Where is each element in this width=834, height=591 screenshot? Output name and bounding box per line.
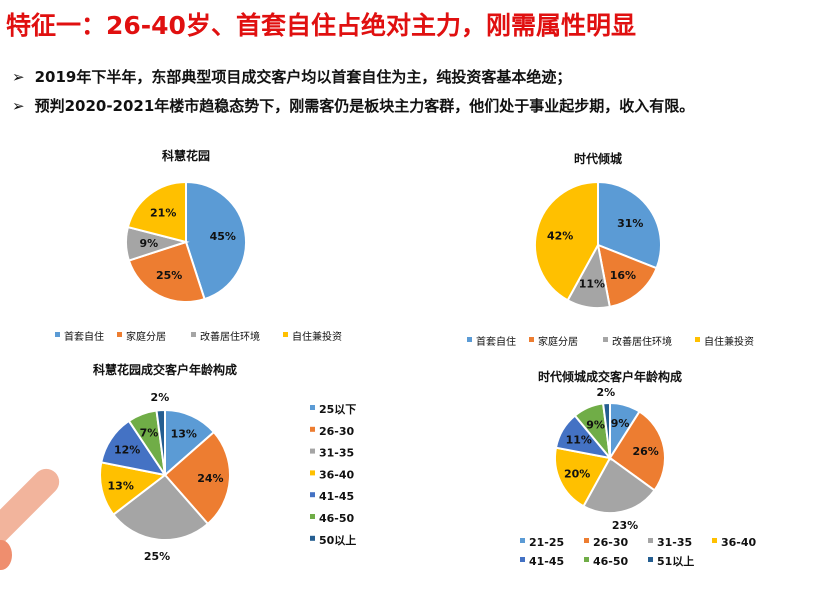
legend-swatch: [695, 337, 700, 342]
legend-swatch: [310, 405, 315, 410]
pie-slice-家庭分居: [596, 243, 658, 309]
legend-label: 51以上: [657, 554, 694, 568]
legend-label: 首套自住: [476, 335, 516, 348]
legend-swatch: [712, 538, 717, 543]
legend-label: 36-40: [721, 536, 757, 549]
data-label: 25%: [144, 550, 170, 563]
legend-swatch: [117, 332, 122, 337]
legend-label: 46-50: [319, 512, 355, 525]
legend-label: 50以上: [319, 533, 356, 547]
legend-swatch: [520, 538, 525, 543]
legend-swatch: [603, 337, 608, 342]
data-label: 9%: [611, 417, 630, 430]
legend-label: 21-25: [529, 536, 564, 549]
legend-swatch: [648, 557, 653, 562]
legend-swatch: [55, 332, 60, 337]
legend-swatch: [584, 538, 589, 543]
legend-swatch: [191, 332, 196, 337]
data-label: 31%: [617, 217, 643, 230]
bullet-1: ➢ 2019年下半年，东部典型项目成交客户均以首套自住为主，纯投资客基本绝迹；: [12, 66, 571, 87]
data-label: 26%: [632, 445, 658, 458]
legend-swatch: [310, 470, 315, 476]
data-label: 7%: [140, 426, 159, 439]
bullet-2: ➢ 预判2020-2021年楼市趋稳态势下，刚需客仍是板块主力客群，他们处于事业起…: [12, 95, 694, 116]
pie-slice-50以上: [155, 408, 166, 476]
legend-label: 家庭分居: [538, 335, 578, 348]
pie-slice-36-40: [554, 446, 612, 508]
pie-slice-26-30: [163, 430, 231, 526]
legend-label: 36-40: [319, 468, 355, 481]
pie-slice-首套自住: [597, 180, 662, 270]
data-label: 9%: [586, 419, 605, 432]
legend-label: 26-30: [319, 425, 355, 438]
legend-swatch: [529, 337, 534, 342]
data-label: 23%: [612, 519, 638, 532]
chart-title: 科慧花园成交客户年龄构成: [93, 362, 237, 377]
data-label: 2%: [151, 391, 170, 404]
data-label: 21%: [150, 207, 176, 220]
page-title: 特征一：26-40岁、首套自住占绝对主力，刚需属性明显: [6, 11, 636, 40]
legend-label: 31-35: [319, 447, 354, 460]
pie-slice-31-35: [112, 473, 210, 541]
chart-title: 时代倾城成交客户年龄构成: [538, 369, 682, 384]
data-label: 13%: [171, 428, 197, 441]
pie-slice-家庭分居: [127, 240, 206, 303]
data-label: 9%: [139, 237, 158, 250]
legend-label: 26-30: [593, 536, 629, 549]
data-label: 25%: [156, 269, 182, 282]
pie-slice-自住兼投资: [126, 180, 187, 244]
arrow-icon: ➢: [12, 97, 25, 115]
pie-chart-1: 科慧花园 45% 25% 9% 21% 首套自住 家庭分居 改善居住环境 自住兼投资: [55, 148, 342, 343]
chart-title: 时代倾城: [574, 151, 622, 166]
legend-swatch: [310, 448, 315, 454]
data-label: 13%: [108, 479, 134, 492]
data-label: 24%: [197, 472, 223, 485]
decorative-dot: [0, 540, 12, 570]
legend-swatch: [648, 538, 653, 543]
legend-label: 41-45: [529, 555, 564, 568]
legend-swatch: [467, 337, 472, 342]
legend-label: 首套自住: [64, 330, 104, 343]
legend-label: 25以下: [319, 403, 356, 416]
legend-swatch: [520, 557, 525, 562]
legend-label: 自住兼投资: [292, 330, 342, 343]
legend-label: 46-50: [593, 555, 629, 568]
pie-slice-25以下: [164, 408, 216, 478]
legend-swatch: [310, 535, 315, 541]
data-label: 42%: [547, 229, 573, 242]
pie-chart-2: 时代倾城 31% 16% 11% 42% 首套自住 家庭分居 改善居住环境 自住兼投资: [467, 151, 754, 348]
pie-slice-31-35: [582, 456, 656, 514]
legend-swatch: [584, 557, 589, 562]
pie-slice-自住兼投资: [534, 180, 599, 302]
bullet-text: 2019年下半年，东部典型项目成交客户均以首套自住为主，纯投资客基本绝迹；: [34, 68, 572, 86]
bullet-text: 预判2020-2021年楼市趋稳态势下，刚需客仍是板块主力客群，他们处于事业起步…: [34, 97, 695, 115]
arrow-icon: ➢: [12, 68, 25, 86]
pie-slice-51以上: [601, 401, 611, 459]
legend-label: 自住兼投资: [704, 335, 754, 348]
legend-swatch: [310, 492, 315, 498]
pie-chart-3: 科慧花园成交客户年龄构成 13% 24% 25% 13% 12%7% 2% 25以下 26-30…: [93, 362, 356, 563]
data-label: 16%: [610, 269, 636, 282]
legend-label: 改善居住环境: [612, 335, 672, 348]
chart-title: 科慧花园: [162, 148, 210, 163]
pie-slice-26-30: [608, 410, 666, 492]
data-label: 20%: [564, 467, 590, 480]
legend-swatch: [310, 514, 315, 519]
data-label: 2%: [597, 386, 616, 399]
legend-label: 31-35: [657, 536, 692, 549]
data-label: 12%: [114, 444, 140, 457]
legend-label: 41-45: [319, 490, 354, 503]
legend-swatch: [310, 426, 315, 432]
data-label: 11%: [566, 434, 592, 447]
pie-slice-首套自住: [185, 180, 247, 301]
data-label: 45%: [210, 230, 236, 243]
legend-label: 家庭分居: [126, 330, 166, 343]
legend-label: 改善居住环境: [200, 330, 260, 343]
pie-chart-4: 时代倾城成交客户年龄构成 9% 26% 23% 20% 11% 9% 2% 21-25 26-30…: [520, 369, 757, 568]
pie-slice-36-40: [99, 461, 168, 516]
legend-swatch: [283, 332, 288, 337]
data-label: 11%: [579, 278, 605, 291]
